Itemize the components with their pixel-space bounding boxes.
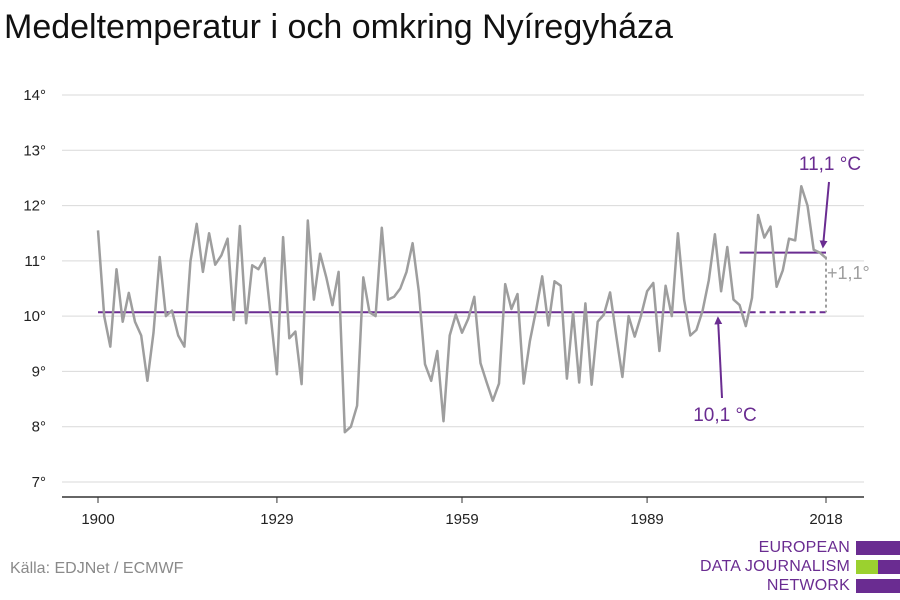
series-layer xyxy=(96,184,827,434)
y-tick-label: 8° xyxy=(32,419,46,436)
y-tick-label: 9° xyxy=(32,363,46,380)
y-tick-label: 12° xyxy=(23,198,46,215)
recent-average-arrow xyxy=(819,181,830,249)
x-tick-label: 1929 xyxy=(260,511,293,528)
y-tick-label: 7° xyxy=(32,474,46,491)
logo-bar-purple xyxy=(856,541,900,555)
logo-bar-green xyxy=(856,560,878,574)
x-tick-label: 1989 xyxy=(630,511,663,528)
y-tick-label: 14° xyxy=(23,87,46,104)
x-axis: 1900 1929 1959 1989 2018 xyxy=(62,496,864,528)
delta-label: +1,1° xyxy=(827,263,870,283)
logo-text-line: EUROPEAN xyxy=(758,539,850,556)
reference-average-label: 10,1 °C xyxy=(693,405,757,426)
logo-text-line: NETWORK xyxy=(766,577,850,594)
reference-lines xyxy=(98,251,827,314)
chart-title: Medeltemperatur i och omkring Nyíregyház… xyxy=(4,8,673,46)
y-tick-label: 13° xyxy=(23,142,46,159)
x-tick-label: 2018 xyxy=(809,511,842,528)
x-tick-label: 1900 xyxy=(81,511,114,528)
logo-text-line: DATA JOURNALISM xyxy=(700,558,850,575)
temperature-series-line xyxy=(96,184,827,434)
y-tick-label: 10° xyxy=(23,308,46,325)
y-tick-label: 11° xyxy=(24,253,46,270)
grid-lines xyxy=(62,94,864,483)
annotations: 11,1 °C 10,1 °C +1,1° xyxy=(693,154,870,426)
reference-average-arrow xyxy=(714,316,723,399)
x-tick-label: 1959 xyxy=(445,511,478,528)
line-chart: 7° 8° 9° 10° 11° 12° 13° 14° 1900 1929 1959 1989 20… xyxy=(23,87,870,528)
edjnet-logo: EUROPEAN DATA JOURNALISM NETWORK xyxy=(700,538,900,596)
recent-average-label: 11,1 °C xyxy=(799,154,861,175)
logo-bar-purple xyxy=(856,579,900,593)
source-label: Källa: EDJNet / ECMWF xyxy=(10,560,184,577)
y-axis-ticks: 7° 8° 9° 10° 11° 12° 13° 14° xyxy=(23,87,46,491)
